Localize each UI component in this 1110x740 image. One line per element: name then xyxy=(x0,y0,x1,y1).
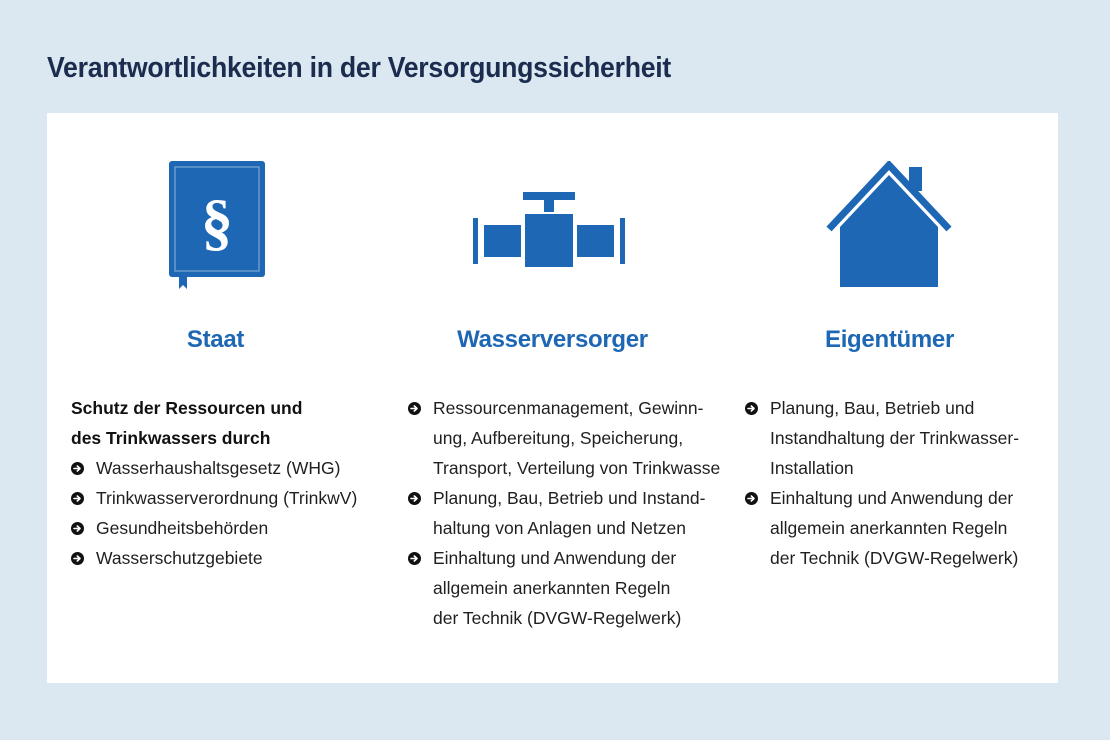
list-item-text: der Technik (DVGW-Regelwerk) xyxy=(433,608,682,628)
list-item: Wasserschutzgebiete xyxy=(71,543,374,573)
list-item-text: Trinkwasserverordnung (TrinkwV) xyxy=(96,488,358,508)
list-item-text: Instandhaltung der Trinkwasser- xyxy=(770,428,1020,448)
house-icon xyxy=(721,161,1058,291)
list-item-text: Transport, Verteilung von Trinkwasser xyxy=(433,458,727,478)
list-item-text: allgemein anerkannten Regeln xyxy=(770,518,1008,538)
heading-wasserversorger: Wasserversorger xyxy=(457,326,648,353)
list-item: Planung, Bau, Betrieb und Instandhaltung… xyxy=(745,393,1048,483)
list-item-text: Planung, Bau, Betrieb und Instand- xyxy=(433,488,706,508)
list-item-text: haltung von Anlagen und Netzen xyxy=(433,518,686,538)
page-title: Verantwortlichkeiten in der Versorgungss… xyxy=(47,52,672,84)
list-item: Planung, Bau, Betrieb und Instand- haltu… xyxy=(408,483,711,543)
arrow-circle-icon xyxy=(408,402,421,415)
content-wasserversorger: Ressourcenmanagement, Gewinn- ung, Aufbe… xyxy=(408,393,727,633)
list-staat: Wasserhaushaltsgesetz (WHG) Trinkwasserv… xyxy=(71,453,374,573)
arrow-circle-icon xyxy=(745,402,758,415)
list-item-text: Wasserhaushaltsgesetz (WHG) xyxy=(96,458,341,478)
list-item-text: Planung, Bau, Betrieb und xyxy=(770,398,975,418)
list-item: Einhaltung und Anwendung der allgemein a… xyxy=(745,483,1048,573)
list-item-text: Gesundheitsbehörden xyxy=(96,518,269,538)
list-item: Ressourcenmanagement, Gewinn- ung, Aufbe… xyxy=(408,393,727,483)
list-item-text: ung, Aufbereitung, Speicherung, xyxy=(433,428,684,448)
arrow-circle-icon xyxy=(745,492,758,505)
heading-eigentuemer: Eigentümer xyxy=(824,326,955,353)
list-item: Wasserhaushaltsgesetz (WHG) xyxy=(71,453,374,483)
list-item-text: allgemein anerkannten Regeln xyxy=(433,578,671,598)
lead-line: Schutz der Ressourcen und xyxy=(71,398,303,418)
responsibilities-panel: § Staat Schutz der Ressourcen und des Tr… xyxy=(47,113,1066,683)
list-item-text: Einhaltung und Anwendung der xyxy=(433,548,677,568)
list-eigentuemer: Planung, Bau, Betrieb und Instandhaltung… xyxy=(745,393,1048,573)
lead-text: Schutz der Ressourcen und des Trinkwasse… xyxy=(71,393,374,453)
list-item-text: Installation xyxy=(770,458,854,478)
arrow-circle-icon xyxy=(408,492,421,505)
list-item: Gesundheitsbehörden xyxy=(71,513,374,543)
list-item-text: Wasserschutzgebiete xyxy=(96,548,263,568)
list-item-text: Einhaltung und Anwendung der xyxy=(770,488,1014,508)
arrow-circle-icon xyxy=(71,492,84,505)
arrow-circle-icon xyxy=(408,552,421,565)
list-item-text: Ressourcenmanagement, Gewinn- xyxy=(433,398,704,418)
list-item-text: der Technik (DVGW-Regelwerk) xyxy=(770,548,1019,568)
list-item: Trinkwasserverordnung (TrinkwV) xyxy=(71,483,374,513)
list-item: Einhaltung und Anwendung der allgemein a… xyxy=(408,543,711,633)
arrow-circle-icon xyxy=(71,462,84,475)
content-eigentuemer: Planung, Bau, Betrieb und Instandhaltung… xyxy=(745,393,1048,573)
paragraph-book-icon: § xyxy=(47,161,384,291)
pipe-valve-icon xyxy=(384,161,721,291)
heading-staat: Staat xyxy=(186,326,245,353)
column-wasserversorger: Wasserversorger Ressourcenmanagement, Ge… xyxy=(384,113,727,683)
arrow-circle-icon xyxy=(71,522,84,535)
lead-line: des Trinkwassers durch xyxy=(71,428,271,448)
column-eigentuemer: Eigentümer Planung, Bau, Betrieb und Ins… xyxy=(721,113,1058,683)
list-wasserversorger: Ressourcenmanagement, Gewinn- ung, Aufbe… xyxy=(408,393,727,633)
svg-text:§: § xyxy=(201,186,233,257)
content-staat: Schutz der Ressourcen und des Trinkwasse… xyxy=(71,393,374,573)
column-staat: § Staat Schutz der Ressourcen und des Tr… xyxy=(47,113,384,683)
arrow-circle-icon xyxy=(71,552,84,565)
